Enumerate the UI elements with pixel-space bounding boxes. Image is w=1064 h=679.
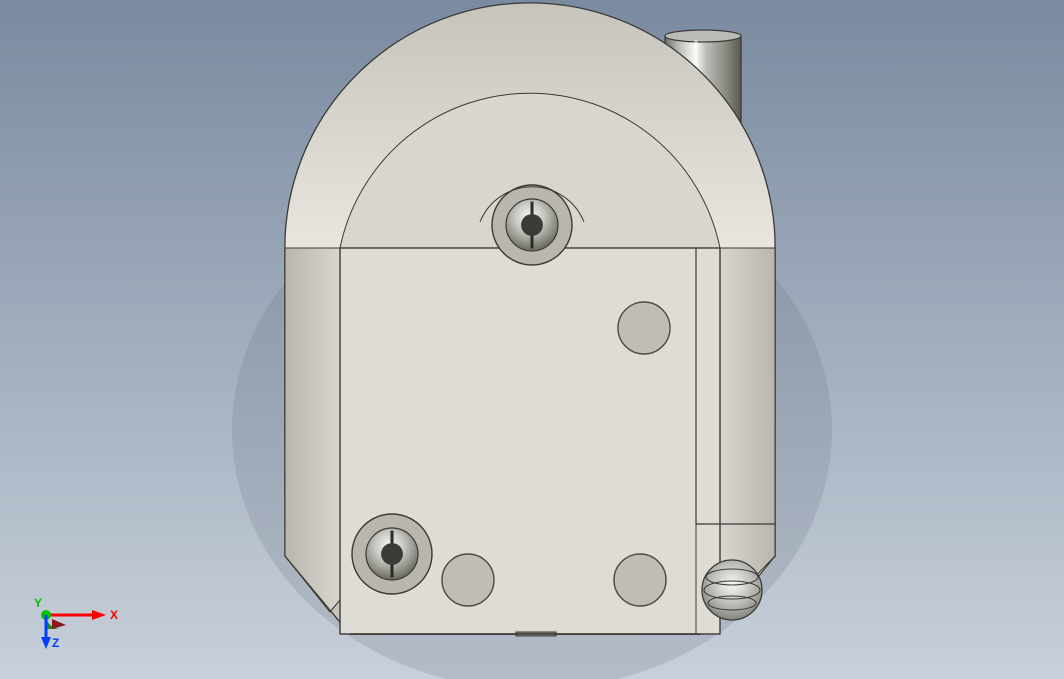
right-bevel (720, 248, 775, 612)
cad-viewport[interactable]: X Y Z (0, 0, 1064, 679)
plain-hole (618, 302, 670, 354)
plain-hole (442, 554, 494, 606)
cad-model[interactable] (0, 0, 1064, 679)
socket-screw (492, 185, 572, 265)
bottom-fastener (702, 560, 762, 620)
left-bevel (285, 248, 340, 612)
plain-hole (614, 554, 666, 606)
socket-screw (352, 514, 432, 594)
